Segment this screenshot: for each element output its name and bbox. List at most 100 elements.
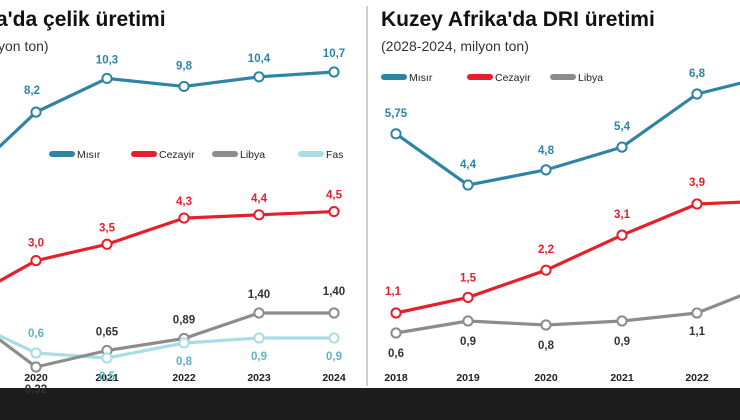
data-label-misir: 10,3 [96, 54, 118, 66]
data-point-misir [101, 72, 113, 85]
data-point-libya [616, 315, 628, 327]
right-chart: 2018 2019 2020 2021 2022 Mısır Cezayir Libya 5,7… [381, 68, 740, 384]
data-label-misir: 5,75 [385, 108, 408, 120]
chart-subtitle-left: yon ton) [0, 38, 49, 54]
data-point-cezayir [616, 229, 628, 241]
series-line-libya [394, 294, 740, 335]
legend-label-misir: Mısır [409, 72, 433, 84]
x-tick-label: 2021 [95, 372, 119, 384]
data-label-libya: 0,32 [25, 384, 47, 396]
data-point-misir [178, 80, 190, 93]
data-label-cezayir: 3,9 [689, 177, 705, 189]
data-point-cezayir [691, 198, 703, 210]
data-label-fas: 0,8 [176, 356, 193, 368]
data-label-cezayir: 4,5 [326, 190, 343, 202]
data-label-fas: 0,9 [251, 351, 267, 363]
data-label-cezayir: 1,5 [460, 272, 477, 284]
data-point-cezayir [253, 209, 265, 221]
data-label-misir: 10,4 [248, 53, 271, 65]
data-label-cezayir: 3,1 [614, 209, 631, 221]
data-point-cezayir [328, 205, 340, 218]
data-label-libya: 0,89 [173, 315, 195, 327]
series-line-misir [394, 81, 740, 187]
data-label-libya: 1,40 [248, 289, 270, 301]
chart-title-right: Kuzey Afrika'da DRI üretimi [381, 8, 655, 31]
data-point-misir [390, 128, 402, 140]
data-point-cezayir [540, 264, 552, 276]
x-tick-label: 2021 [610, 372, 634, 384]
series-line-libya [0, 311, 336, 369]
chart-subtitle-right: (2028-2024, milyon ton) [381, 38, 529, 54]
data-point-libya [30, 361, 42, 373]
legend-label-libya: Libya [578, 72, 603, 84]
legend-label-misir: Mısır [77, 149, 101, 161]
data-point-libya [253, 307, 265, 319]
legend-label-cezayir: Cezayir [495, 72, 531, 84]
data-label-misir: 4,4 [460, 159, 477, 171]
x-tick-label: 2022 [172, 372, 196, 384]
left-chart: 2020 2021 2022 2023 2024 Mısır Cezayir Libya Fas… [0, 48, 346, 396]
series-line-cezayir [394, 200, 740, 315]
data-point-cezayir [30, 255, 42, 267]
data-label-libya: 0,9 [460, 336, 476, 348]
data-label-cezayir: 2,2 [538, 244, 554, 256]
data-label-misir: 6,8 [689, 68, 706, 80]
data-point-misir [540, 164, 552, 176]
data-point-misir [328, 66, 340, 78]
legend-label-fas: Fas [326, 149, 344, 161]
data-point-fas [253, 332, 265, 344]
data-point-cezayir [101, 238, 113, 250]
data-point-libya [691, 307, 703, 319]
data-label-misir: 8,2 [24, 85, 40, 97]
x-tick-label: 2020 [534, 372, 558, 384]
chart-title-left: a'da çelik üretimi [0, 8, 166, 31]
data-label-libya: 0,6 [388, 348, 404, 360]
data-label-cezayir: 3,0 [28, 238, 44, 250]
data-label-misir: 4,8 [538, 145, 555, 157]
x-tick-label: 2022 [685, 372, 709, 384]
data-point-libya [462, 315, 474, 327]
data-point-libya [390, 327, 402, 339]
data-label-cezayir: 4,3 [176, 196, 192, 208]
data-label-cezayir: 4,4 [251, 193, 268, 205]
data-point-misir [253, 71, 265, 83]
data-point-cezayir [390, 307, 402, 319]
data-label-misir: 10,7 [323, 48, 345, 60]
data-label-cezayir: 3,5 [99, 222, 116, 234]
data-label-misir: 9,8 [176, 60, 193, 72]
data-point-libya [328, 307, 340, 319]
data-label-fas: 0,9 [326, 351, 342, 363]
data-point-fas [30, 347, 42, 359]
legend-label-libya: Libya [240, 149, 265, 161]
data-label-cezayir: 1,1 [385, 286, 402, 298]
x-tick-label: 2020 [24, 372, 48, 384]
data-point-misir [616, 141, 628, 153]
legend-label-cezayir: Cezayir [159, 149, 195, 161]
data-point-cezayir [462, 291, 474, 304]
series-line-cezayir [0, 209, 336, 283]
data-label-misir: 5,4 [614, 121, 631, 133]
series-line-fas [0, 334, 336, 360]
data-point-cezayir [178, 212, 190, 224]
x-tick-label: 2018 [384, 372, 408, 384]
data-label-fas: 0,5 [99, 371, 116, 383]
x-tick-label: 2023 [247, 372, 271, 384]
data-label-fas: 0,6 [28, 328, 44, 340]
data-point-misir [691, 88, 703, 100]
data-point-fas [178, 337, 190, 349]
data-label-libya: 1,1 [689, 326, 706, 338]
data-point-misir [462, 179, 474, 191]
x-tick-label: 2024 [322, 372, 346, 384]
footer-band [0, 388, 740, 420]
series-line-misir [0, 70, 336, 149]
data-label-libya: 0,8 [538, 340, 555, 352]
data-label-libya: 1,40 [323, 286, 345, 298]
data-point-libya [540, 319, 552, 331]
data-label-libya: 0,9 [614, 336, 630, 348]
data-point-fas [328, 332, 340, 344]
x-tick-label: 2019 [456, 372, 480, 384]
data-point-fas [101, 352, 113, 364]
data-point-misir [30, 106, 42, 118]
data-label-libya: 0,65 [96, 327, 119, 339]
